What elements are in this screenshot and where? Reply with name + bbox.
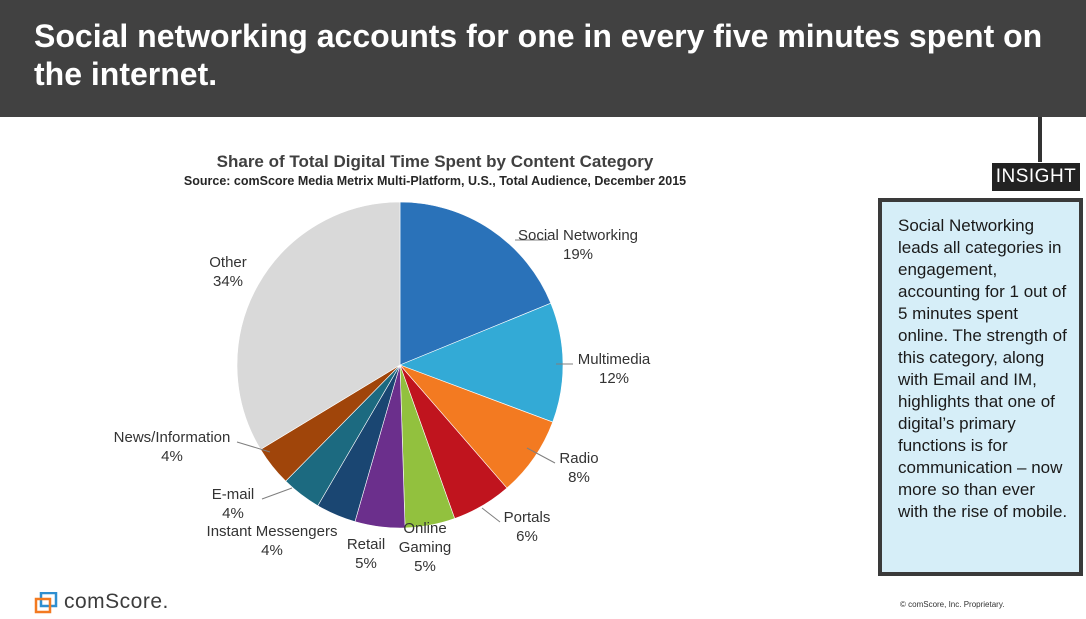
insight-box: Social Networking leads all categories i… — [878, 198, 1083, 576]
slice-label-online-gaming: Online Gaming 5% — [399, 520, 452, 575]
pie-slice-other — [236, 201, 401, 450]
slice-label-social-networking: Social Networking 19% — [518, 227, 638, 263]
leader-line-e-mail — [261, 487, 293, 500]
pie-slice-multimedia — [399, 302, 564, 423]
pie-slice-social-networking — [399, 201, 552, 366]
leader-line-radio — [526, 447, 556, 464]
insight-tag: INSIGHT — [992, 163, 1080, 191]
insight-text: Social Networking leads all categories i… — [898, 216, 1068, 521]
slice-label-other: Other 34% — [209, 254, 247, 290]
slice-label-retail: Retail 5% — [347, 536, 385, 572]
chart-title: Share of Total Digital Time Spent by Con… — [216, 152, 654, 171]
slice-label-e-mail: E-mail 4% — [212, 486, 255, 522]
slice-label-radio: Radio 8% — [559, 450, 598, 486]
slice-label-portals: Portals 6% — [504, 509, 551, 545]
chart-subtitle: Source: comScore Media Metrix Multi-Plat… — [183, 174, 687, 188]
page-title: Social networking accounts for one in ev… — [34, 18, 1043, 92]
comscore-logo-icon — [34, 592, 58, 614]
leader-line-portals — [481, 507, 501, 523]
copyright-notice: © comScore, Inc. Proprietary. — [900, 600, 1005, 609]
insight-connector-line — [1038, 117, 1042, 162]
slice-label-news-information: News/Information 4% — [114, 429, 231, 465]
slice-label-instant-messengers: Instant Messengers 4% — [207, 523, 338, 559]
slice-label-multimedia: Multimedia 12% — [578, 351, 651, 387]
leader-line-news-information — [236, 441, 271, 453]
logo-wordmark: comScore. — [64, 590, 169, 613]
header-banner: Social networking accounts for one in ev… — [0, 0, 1086, 117]
comscore-logo: comScore. — [34, 590, 194, 616]
